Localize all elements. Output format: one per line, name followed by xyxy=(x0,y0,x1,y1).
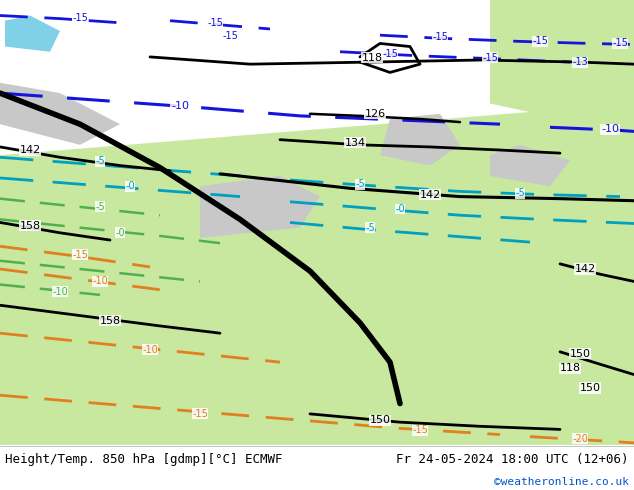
Text: -15: -15 xyxy=(432,32,448,42)
Text: 118: 118 xyxy=(559,364,581,373)
Text: -15: -15 xyxy=(612,38,628,49)
Text: -10: -10 xyxy=(601,124,619,134)
Text: -15: -15 xyxy=(482,53,498,63)
Text: 158: 158 xyxy=(100,316,120,326)
Text: -10: -10 xyxy=(52,287,68,297)
Text: 142: 142 xyxy=(20,145,41,155)
Polygon shape xyxy=(5,16,60,52)
Text: ©weatheronline.co.uk: ©weatheronline.co.uk xyxy=(494,477,629,487)
Polygon shape xyxy=(0,103,634,445)
Text: -13: -13 xyxy=(572,57,588,67)
Text: -15: -15 xyxy=(382,49,398,59)
Text: 150: 150 xyxy=(579,383,600,393)
Text: -15: -15 xyxy=(192,409,208,419)
Text: Height/Temp. 850 hPa [gdmp][°C] ECMWF: Height/Temp. 850 hPa [gdmp][°C] ECMWF xyxy=(5,453,283,466)
Text: -0: -0 xyxy=(115,228,125,238)
Text: -15: -15 xyxy=(222,31,238,41)
Text: -10: -10 xyxy=(92,276,108,287)
Text: -0: -0 xyxy=(125,181,135,191)
Text: 118: 118 xyxy=(361,53,382,63)
Polygon shape xyxy=(0,83,120,145)
Text: 150: 150 xyxy=(370,415,391,425)
Text: -10: -10 xyxy=(171,100,189,111)
Polygon shape xyxy=(490,145,570,186)
Text: 150: 150 xyxy=(569,349,590,359)
Text: Fr 24-05-2024 18:00 UTC (12+06): Fr 24-05-2024 18:00 UTC (12+06) xyxy=(396,453,629,466)
Text: -5: -5 xyxy=(95,156,105,167)
Text: -5: -5 xyxy=(365,222,375,233)
Text: -15: -15 xyxy=(412,425,428,436)
Polygon shape xyxy=(380,114,460,166)
Text: -15: -15 xyxy=(532,36,548,47)
Text: 134: 134 xyxy=(344,138,366,148)
Polygon shape xyxy=(200,176,320,238)
Text: -5: -5 xyxy=(515,189,525,198)
Text: -15: -15 xyxy=(207,18,223,28)
Text: -5: -5 xyxy=(95,202,105,212)
Text: 142: 142 xyxy=(574,264,595,274)
Text: 158: 158 xyxy=(20,220,41,231)
Text: 126: 126 xyxy=(365,109,385,119)
Text: -15: -15 xyxy=(72,13,88,23)
Text: -5: -5 xyxy=(355,179,365,189)
Polygon shape xyxy=(490,0,634,135)
Text: -15: -15 xyxy=(72,249,88,260)
Text: -20: -20 xyxy=(572,434,588,444)
Text: -0: -0 xyxy=(395,204,405,214)
Text: 142: 142 xyxy=(419,190,441,199)
Text: -10: -10 xyxy=(142,345,158,355)
